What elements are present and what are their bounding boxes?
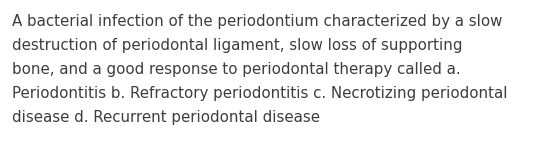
Text: destruction of periodontal ligament, slow loss of supporting: destruction of periodontal ligament, slo… [12, 38, 463, 53]
Text: Periodontitis b. Refractory periodontitis c. Necrotizing periodontal: Periodontitis b. Refractory periodontiti… [12, 86, 507, 101]
Text: bone, and a good response to periodontal therapy called a.: bone, and a good response to periodontal… [12, 62, 460, 77]
Text: A bacterial infection of the periodontium characterized by a slow: A bacterial infection of the periodontiu… [12, 14, 502, 29]
Text: disease d. Recurrent periodontal disease: disease d. Recurrent periodontal disease [12, 110, 320, 125]
